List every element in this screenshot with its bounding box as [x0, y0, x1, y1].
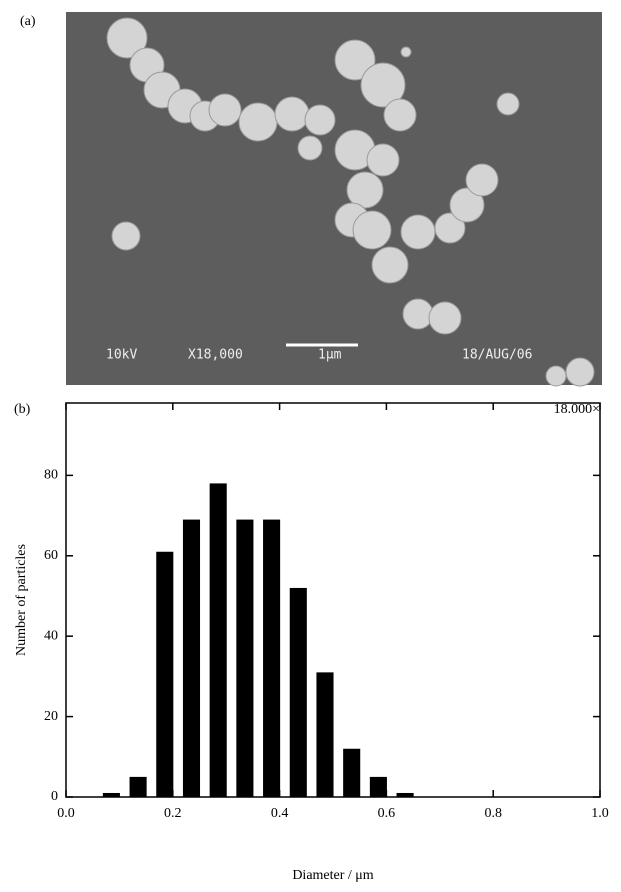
- y-tick-label: 40: [44, 628, 58, 643]
- sem-date: 18/AUG/06: [462, 348, 532, 363]
- bar: [289, 587, 307, 797]
- y-tick-label: 80: [44, 468, 58, 483]
- x-tick-label: 0.8: [484, 806, 502, 821]
- scale-text: 18.000×: [554, 402, 600, 417]
- x-tick-label: 0.6: [378, 806, 396, 821]
- y-tick-label: 60: [44, 548, 58, 563]
- bar: [396, 792, 414, 797]
- bar: [102, 792, 120, 797]
- bar: [316, 672, 334, 797]
- bar: [369, 776, 387, 797]
- y-axis-label: Number of particles: [14, 544, 29, 656]
- sem-magnification: X18,000: [188, 348, 243, 363]
- sem-image: 10kV X18,000 1μm 18/AUG/06: [66, 12, 602, 387]
- bar: [209, 483, 227, 797]
- x-tick-label: 0.4: [271, 806, 289, 821]
- plot-frame: [65, 402, 601, 798]
- bar: [343, 748, 361, 797]
- sem-scale-bar: 1μm: [318, 348, 342, 363]
- sem-voltage: 10kV: [106, 348, 137, 363]
- bar: [182, 519, 201, 797]
- x-axis-label: Diameter / μm: [292, 868, 373, 883]
- bar: [236, 519, 254, 797]
- bar: [129, 776, 147, 797]
- y-tick-label: 20: [44, 709, 58, 724]
- x-tick-label: 0.2: [164, 806, 182, 821]
- bar: [263, 519, 281, 797]
- y-tick-label: 0: [51, 789, 58, 804]
- panel-label: (a): [20, 14, 36, 29]
- panel-label: (b): [14, 402, 31, 417]
- x-tick-label: 0.0: [57, 806, 75, 821]
- bar: [156, 551, 174, 797]
- x-tick-label: 1.0: [591, 806, 609, 821]
